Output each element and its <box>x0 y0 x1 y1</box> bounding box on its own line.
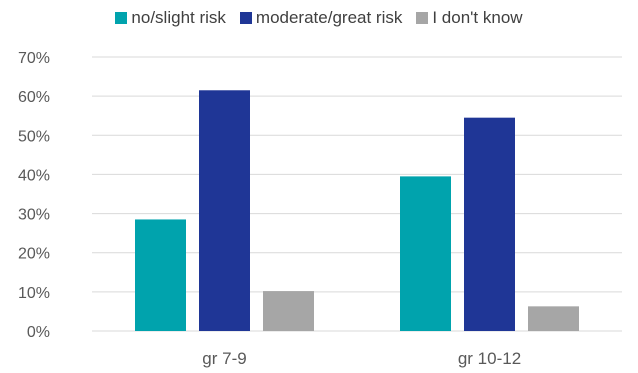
y-tick-label: 40% <box>18 167 50 184</box>
x-category-label: gr 7-9 <box>202 349 246 368</box>
y-tick-label: 0% <box>27 324 50 341</box>
y-tick-label: 60% <box>18 89 50 106</box>
y-tick-label: 50% <box>18 128 50 145</box>
legend-item-no-slight-risk: no/slight risk <box>115 8 226 28</box>
bar <box>135 219 186 331</box>
legend: no/slight risk moderate/great risk I don… <box>0 8 638 28</box>
bar <box>400 176 451 331</box>
legend-label-dont-know: I don't know <box>432 8 523 27</box>
legend-item-moderate-great-risk: moderate/great risk <box>239 8 403 28</box>
legend-item-dont-know: I don't know <box>416 8 523 28</box>
legend-label-no-slight-risk: no/slight risk <box>131 8 226 27</box>
bar <box>263 291 314 331</box>
y-tick-label: 30% <box>18 207 50 224</box>
legend-label-moderate-great-risk: moderate/great risk <box>255 8 403 27</box>
y-tick-label: 70% <box>18 50 50 67</box>
bar <box>199 90 250 332</box>
bar <box>464 117 515 332</box>
legend-swatch-no-slight-risk <box>115 12 128 24</box>
bar <box>528 306 579 331</box>
x-category-label: gr 10-12 <box>458 349 521 368</box>
y-tick-label: 20% <box>18 246 50 263</box>
legend-swatch-moderate-great-risk <box>239 12 252 24</box>
y-tick-label: 10% <box>18 285 50 302</box>
legend-swatch-dont-know <box>416 12 429 24</box>
